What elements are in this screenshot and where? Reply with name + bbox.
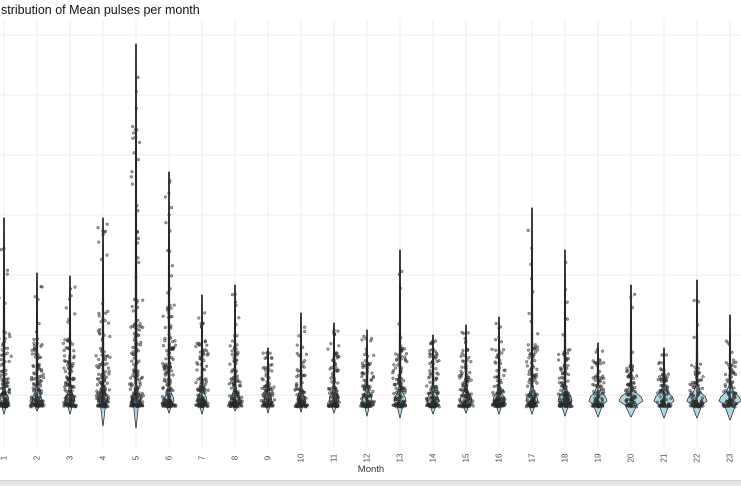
jitter-points — [590, 347, 606, 409]
x-tick-label: 14 — [429, 453, 438, 462]
x-tick-label: 7 — [198, 455, 207, 460]
violin-month-10 — [293, 312, 310, 413]
x-tick-label: 23 — [726, 453, 735, 462]
jitter-points — [358, 334, 376, 409]
jitter-points — [688, 298, 705, 409]
violin-month-6 — [160, 171, 178, 414]
violin-month-1 — [0, 217, 13, 415]
jitter-points — [490, 321, 507, 409]
jitter-points — [127, 75, 146, 409]
x-tick-label: 10 — [297, 453, 306, 462]
violin-month-16 — [490, 316, 507, 415]
jitter-points — [391, 269, 409, 409]
violin-month-9 — [259, 347, 277, 414]
x-axis-title: Month — [358, 464, 384, 475]
jitter-points — [524, 228, 540, 409]
jitter-points — [623, 292, 639, 409]
x-tick-label: 9 — [264, 455, 273, 460]
x-tick-label: 19 — [594, 453, 603, 462]
jitter-points — [28, 284, 46, 409]
violin-month-19 — [588, 342, 608, 418]
violin-month-8 — [226, 284, 244, 412]
jitter-points — [293, 325, 310, 409]
x-tick-label: 13 — [396, 453, 405, 462]
x-tick-label: 22 — [693, 453, 702, 462]
jitter-points — [226, 292, 244, 409]
jitter-points — [556, 260, 574, 409]
jitter-points — [94, 222, 112, 409]
jitter-points — [259, 350, 277, 409]
violin-month-11 — [326, 322, 341, 414]
jitter-points — [424, 339, 441, 409]
x-tick-label: 2 — [33, 455, 42, 460]
violin-month-15 — [456, 324, 475, 414]
x-tick-label: 4 — [99, 455, 108, 460]
x-tick-label: 12 — [363, 453, 372, 462]
x-tick-label: 15 — [462, 453, 471, 462]
x-tick-label: 8 — [231, 455, 240, 460]
jitter-points — [456, 330, 475, 409]
x-tick-label: 16 — [495, 453, 504, 462]
violin-month-4 — [94, 217, 112, 427]
violin-month-20 — [618, 284, 644, 418]
violin-month-22 — [686, 279, 708, 419]
jitter-points — [655, 353, 673, 409]
violin-month-5 — [127, 43, 146, 429]
x-tick-label: 1 — [0, 455, 9, 460]
jitter-points — [194, 311, 210, 409]
x-tick-label: 5 — [132, 455, 141, 460]
violin-month-21 — [653, 347, 675, 419]
violin-month-12 — [358, 329, 376, 417]
jitter-points — [61, 285, 78, 409]
window-bottom-edge — [0, 480, 741, 486]
jitter-points — [326, 328, 341, 409]
plot-title: stribution of Mean pulses per month — [1, 3, 200, 17]
x-tick-label: 20 — [627, 453, 636, 462]
violin-month-2 — [28, 272, 46, 412]
x-tick-label: 3 — [66, 455, 75, 460]
x-tick-label: 17 — [528, 453, 537, 462]
jitter-points — [721, 339, 739, 409]
violin-month-17 — [524, 207, 540, 415]
x-tick-label: 11 — [330, 453, 339, 462]
jitter-points — [160, 178, 178, 409]
x-axis: 1 2 3 4 5 6 7 8 9 10 11 12 13 14 15 16 17 18 19 20 21 22 23Mon… — [0, 453, 735, 475]
x-tick-label: 21 — [660, 453, 669, 462]
jitter-points — [0, 246, 13, 409]
violin-month-23 — [718, 314, 741, 421]
violin-month-18 — [556, 249, 574, 417]
violin-month-7 — [194, 294, 210, 415]
violin-month-3 — [61, 275, 78, 415]
violin-month-14 — [424, 334, 441, 415]
x-tick-label: 18 — [561, 453, 570, 462]
x-tick-label: 6 — [165, 455, 174, 460]
violin-month-13 — [391, 249, 409, 419]
